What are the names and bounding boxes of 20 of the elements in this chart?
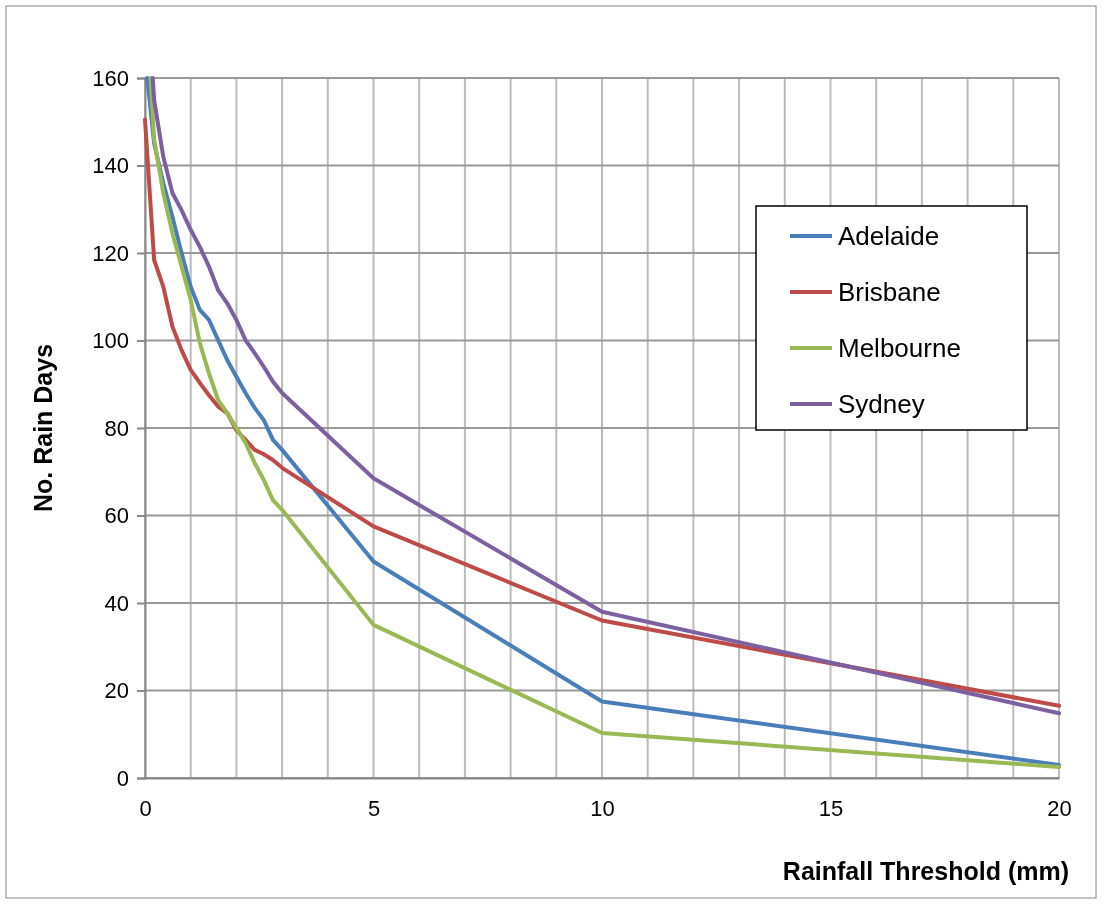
y-tick-label: 140 <box>92 153 129 179</box>
y-tick-label: 80 <box>104 415 129 441</box>
x-tick-label: 0 <box>139 795 152 821</box>
legend-label: Brisbane <box>838 277 941 307</box>
x-tick-label: 20 <box>1047 795 1072 821</box>
y-tick-label: 60 <box>104 503 129 529</box>
y-tick-label: 100 <box>92 328 129 354</box>
legend-label: Adelaide <box>838 221 940 251</box>
y-tick-label: 0 <box>116 765 129 791</box>
x-tick-label: 10 <box>590 795 615 821</box>
y-tick-label: 40 <box>104 590 129 616</box>
y-tick-label: 20 <box>104 678 129 704</box>
y-tick-label: 120 <box>92 240 129 266</box>
legend-label: Melbourne <box>838 333 961 363</box>
legend-label: Sydney <box>838 389 925 419</box>
x-tick-label: 5 <box>367 795 381 821</box>
y-tick-label: 160 <box>92 65 129 91</box>
x-axis-title: Rainfall Threshold (mm) <box>782 857 1069 885</box>
x-tick-label: 15 <box>818 795 844 821</box>
y-axis-title: No. Rain Days <box>29 343 57 513</box>
